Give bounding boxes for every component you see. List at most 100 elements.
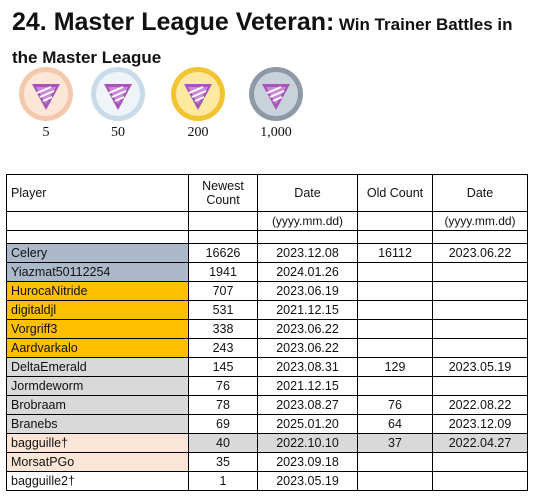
medal-tier: 1,000 <box>244 66 308 141</box>
old-count-cell: 129 <box>357 357 433 377</box>
player-cell: Branebs <box>6 414 189 434</box>
old-date-cell: 2022.08.22 <box>432 395 528 415</box>
old-date-cell: 2023.05.19 <box>432 357 528 377</box>
newest-count-cell: 35 <box>188 452 258 472</box>
table-row: Celery 16626 2023.12.08 16112 2023.06.22 <box>6 243 528 263</box>
table-row: Yiazmat50112254 1941 2024.01.26 <box>6 262 528 282</box>
player-cell: Celery <box>6 243 189 263</box>
header-old-count: Old Count <box>357 174 433 212</box>
old-count-cell: 37 <box>357 433 433 453</box>
old-count-cell <box>357 281 433 301</box>
old-date-cell <box>432 281 528 301</box>
date-cell: 2023.06.22 <box>257 319 358 339</box>
header-old-date: Date <box>432 174 528 212</box>
bronze-medal-icon <box>19 67 73 121</box>
newest-count-cell: 78 <box>188 395 258 415</box>
medal-description: Win Trainer Battles in the Master League <box>12 15 513 67</box>
player-cell: Aardvarkalo <box>6 338 189 358</box>
old-count-cell <box>357 338 433 358</box>
newest-count-cell: 69 <box>188 414 258 434</box>
newest-count-cell: 1 <box>188 471 258 491</box>
old-date-cell <box>432 262 528 282</box>
header-player: Player <box>6 174 189 212</box>
old-date-cell <box>432 319 528 339</box>
newest-count-cell: 145 <box>188 357 258 377</box>
date-cell: 2023.09.18 <box>257 452 358 472</box>
medal-tier-label: 200 <box>187 125 209 140</box>
newest-count-cell: 338 <box>188 319 258 339</box>
header-newest-count: Newest Count <box>188 174 258 212</box>
spacer-row <box>6 230 528 244</box>
table-row: MorsatPGo 35 2023.09.18 <box>6 452 528 472</box>
old-date-format-note: (yyyy.mm.dd) <box>432 211 528 231</box>
table-row: bagguille† 40 2022.10.10 37 2022.04.27 <box>6 433 528 453</box>
old-count-cell <box>357 452 433 472</box>
player-cell: Brobraam <box>6 395 189 415</box>
table-row: Brobraam 78 2023.08.27 76 2022.08.22 <box>6 395 528 415</box>
player-cell: DeltaEmerald <box>6 357 189 377</box>
player-cell: digitaldjl <box>6 300 189 320</box>
format-row: (yyyy.mm.dd) (yyyy.mm.dd) <box>6 211 528 231</box>
page-heading: 24. Master League Veteran: Win Trainer B… <box>12 6 532 75</box>
date-cell: 2023.12.08 <box>257 243 358 263</box>
table-row: Jormdeworm 76 2021.12.15 <box>6 376 528 396</box>
old-count-cell <box>357 376 433 396</box>
player-cell: MorsatPGo <box>6 452 189 472</box>
date-cell: 2024.01.26 <box>257 262 358 282</box>
player-cell: Yiazmat50112254 <box>6 262 189 282</box>
old-date-cell: 2023.06.22 <box>432 243 528 263</box>
table-row: HurocaNitride 707 2023.06.19 <box>6 281 528 301</box>
medal-tier: 50 <box>86 66 150 141</box>
newest-count-cell: 531 <box>188 300 258 320</box>
old-count-cell <box>357 300 433 320</box>
date-cell: 2023.05.19 <box>257 471 358 491</box>
newest-count-cell: 16626 <box>188 243 258 263</box>
medal-title: 24. Master League Veteran: <box>12 8 335 36</box>
header-date: Date <box>257 174 358 212</box>
player-cell: bagguille2† <box>6 471 189 491</box>
table-row: digitaldjl 531 2021.12.15 <box>6 300 528 320</box>
date-cell: 2023.08.27 <box>257 395 358 415</box>
medal-tier-label: 1,000 <box>260 125 292 140</box>
old-count-cell <box>357 471 433 491</box>
player-cell: HurocaNitride <box>6 281 189 301</box>
newest-count-cell: 76 <box>188 376 258 396</box>
old-count-cell: 16112 <box>357 243 433 263</box>
player-cell: Vorgriff3 <box>6 319 189 339</box>
table-row: bagguille2† 1 2023.05.19 <box>6 471 528 491</box>
date-cell: 2021.12.15 <box>257 300 358 320</box>
newest-count-cell: 40 <box>188 433 258 453</box>
old-date-cell <box>432 471 528 491</box>
newest-count-cell: 707 <box>188 281 258 301</box>
gold-medal-icon <box>171 67 225 121</box>
silver-medal-icon <box>91 67 145 121</box>
medal-tier: 200 <box>166 66 230 141</box>
date-cell: 2022.10.10 <box>257 433 358 453</box>
header-row: Player Newest Count Date Old Count Date <box>6 174 528 212</box>
date-cell: 2021.12.15 <box>257 376 358 396</box>
newest-count-cell: 243 <box>188 338 258 358</box>
old-count-cell: 76 <box>357 395 433 415</box>
old-date-cell: 2023.12.09 <box>432 414 528 434</box>
newest-count-cell: 1941 <box>188 262 258 282</box>
date-cell: 2023.06.19 <box>257 281 358 301</box>
old-date-cell <box>432 338 528 358</box>
medal-tier: 5 <box>14 66 78 141</box>
old-count-cell: 64 <box>357 414 433 434</box>
table-row: Branebs 69 2025.01.20 64 2023.12.09 <box>6 414 528 434</box>
old-date-cell <box>432 452 528 472</box>
medal-tier-label: 50 <box>111 125 125 140</box>
old-date-cell: 2022.04.27 <box>432 433 528 453</box>
table-row: Vorgriff3 338 2023.06.22 <box>6 319 528 339</box>
old-count-cell <box>357 319 433 339</box>
platinum-medal-icon <box>249 67 303 121</box>
table-row: Aardvarkalo 243 2023.06.22 <box>6 338 528 358</box>
player-cell: bagguille† <box>6 433 189 453</box>
date-cell: 2023.06.22 <box>257 338 358 358</box>
leaderboard-table: Player Newest Count Date Old Count Date … <box>6 174 528 491</box>
date-cell: 2023.08.31 <box>257 357 358 377</box>
old-date-cell <box>432 300 528 320</box>
table-row: DeltaEmerald 145 2023.08.31 129 2023.05.19 <box>6 357 528 377</box>
player-cell: Jormdeworm <box>6 376 189 396</box>
date-format-note: (yyyy.mm.dd) <box>257 211 358 231</box>
